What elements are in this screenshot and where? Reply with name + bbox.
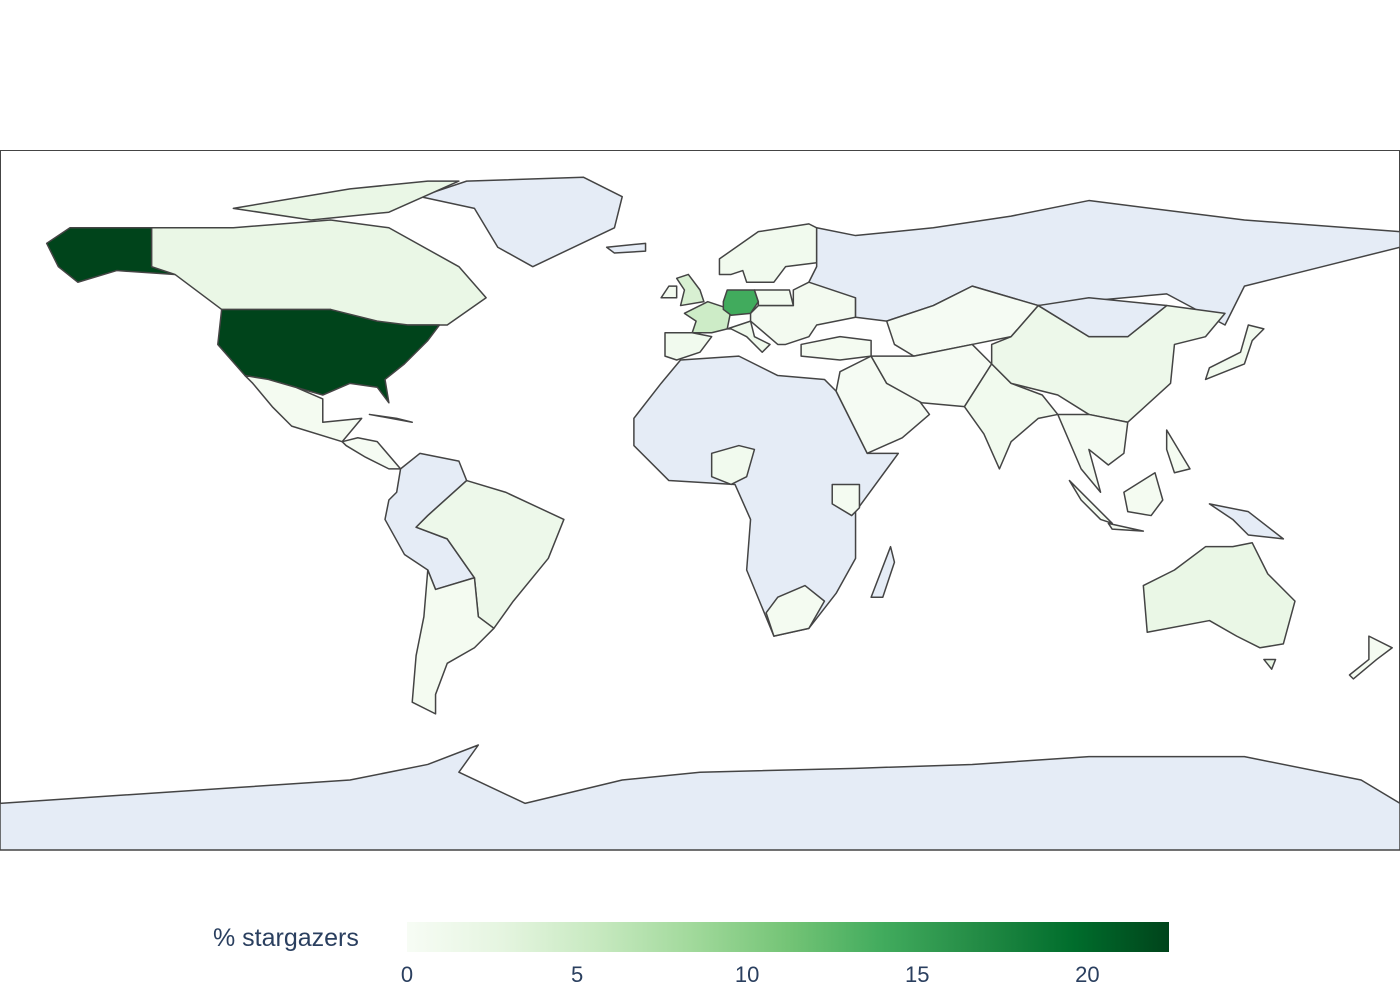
country-australia[interactable] xyxy=(1142,542,1296,649)
country-japan[interactable] xyxy=(1204,324,1265,381)
country-greenland[interactable] xyxy=(419,176,623,268)
country-cuba[interactable] xyxy=(368,413,413,423)
country-ireland[interactable] xyxy=(660,285,678,299)
colorbar-title: % stargazers xyxy=(213,924,359,952)
country-indonesia[interactable] xyxy=(1123,472,1164,517)
country-africa[interactable] xyxy=(633,355,900,637)
country-indonesia[interactable] xyxy=(1068,479,1113,525)
country-nigeria[interactable] xyxy=(710,444,756,486)
country-southeast-asia[interactable] xyxy=(1057,413,1129,493)
country-poland[interactable] xyxy=(753,289,795,307)
country-mexico[interactable] xyxy=(244,374,363,443)
country-iceland[interactable] xyxy=(605,242,647,254)
countries-layer xyxy=(0,176,1400,851)
country-kenya[interactable] xyxy=(831,483,861,517)
country-central-america[interactable] xyxy=(341,437,402,470)
country-italy[interactable] xyxy=(726,320,771,353)
country-new-zealand[interactable] xyxy=(1348,635,1393,680)
country-argentina-chile[interactable] xyxy=(411,569,495,715)
country-philippines[interactable] xyxy=(1165,429,1191,474)
country-germany[interactable] xyxy=(722,289,760,317)
country-papua-new-guinea[interactable] xyxy=(1208,503,1285,540)
country-brazil[interactable] xyxy=(415,479,565,630)
country-madagascar[interactable] xyxy=(870,545,896,598)
country-mongolia[interactable] xyxy=(1037,297,1168,338)
country-antarctica[interactable] xyxy=(0,744,1400,851)
country-tasmania[interactable] xyxy=(1263,658,1277,670)
country-indonesia[interactable] xyxy=(1107,522,1145,532)
country-arctic-canada[interactable] xyxy=(232,180,460,221)
country-scandinavia[interactable] xyxy=(718,223,818,283)
country-france[interactable] xyxy=(683,300,732,334)
country-united-kingdom[interactable] xyxy=(675,273,705,307)
country-south-africa[interactable] xyxy=(765,584,826,637)
